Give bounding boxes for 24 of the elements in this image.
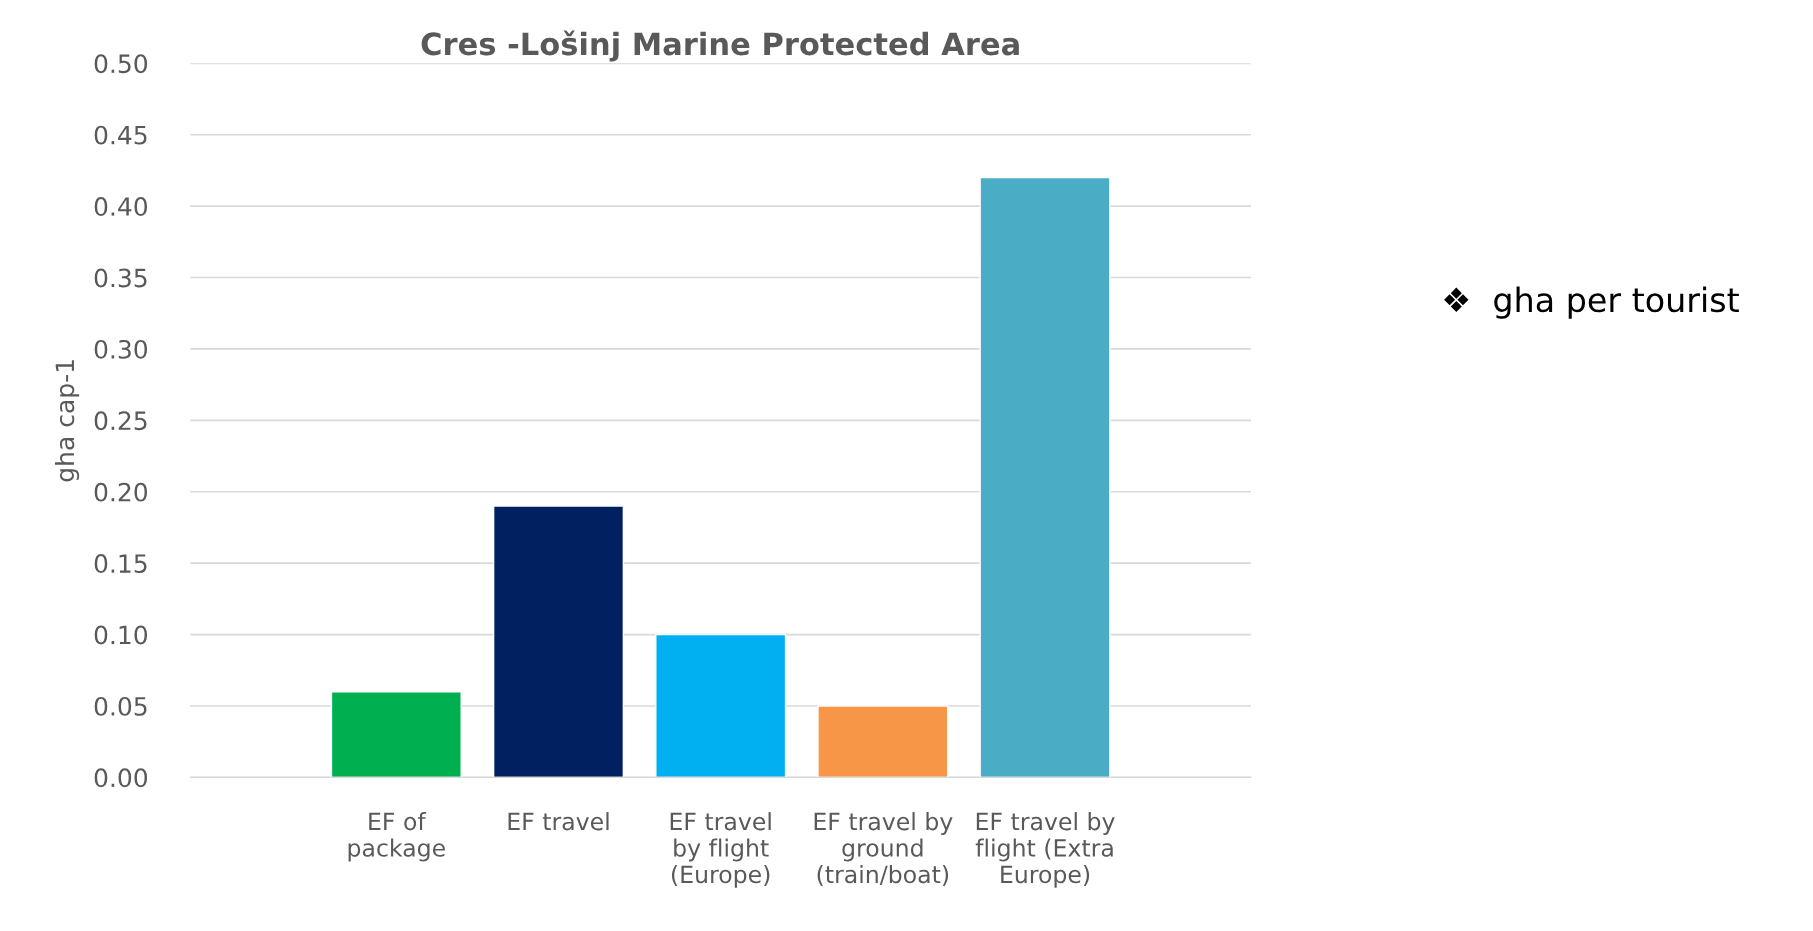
y-tick-label: 0.40 [94,197,148,216]
y-tick-label: 0.50 [94,54,148,74]
y-tick-label: 0.00 [94,768,148,788]
y-tick-label: 0.30 [94,339,148,359]
bar [655,633,787,778]
x-tick-label: EF of package [348,812,445,862]
y-tick-label: 0.15 [94,554,147,574]
y-tick-label: 0.05 [94,696,147,716]
bar [492,505,625,778]
bar [979,176,1111,778]
y-tick-label: 0.45 [94,125,147,145]
y-axis-title: gha cap-1 [54,360,80,482]
x-tick-label: EF travel by ground (train/boat) [814,812,953,887]
text: ❖ gha per tourist [1444,286,1739,319]
y-tick-label: 0.20 [94,482,148,502]
y-tick-label: 0.25 [94,411,147,431]
x-tick-label: EF travel by flight (Extra Europe) [975,812,1115,888]
chart-title: Cres -Lošinj Marine Protected Area [421,30,1019,62]
y-tick-label: 0.10 [94,625,148,645]
y-tick-label: 0.35 [94,268,147,288]
x-tick-label: EF travel by flight (Europe) [670,812,771,888]
x-tick-label: EF travel [508,812,609,831]
bar [330,691,462,778]
bar [817,705,949,778]
